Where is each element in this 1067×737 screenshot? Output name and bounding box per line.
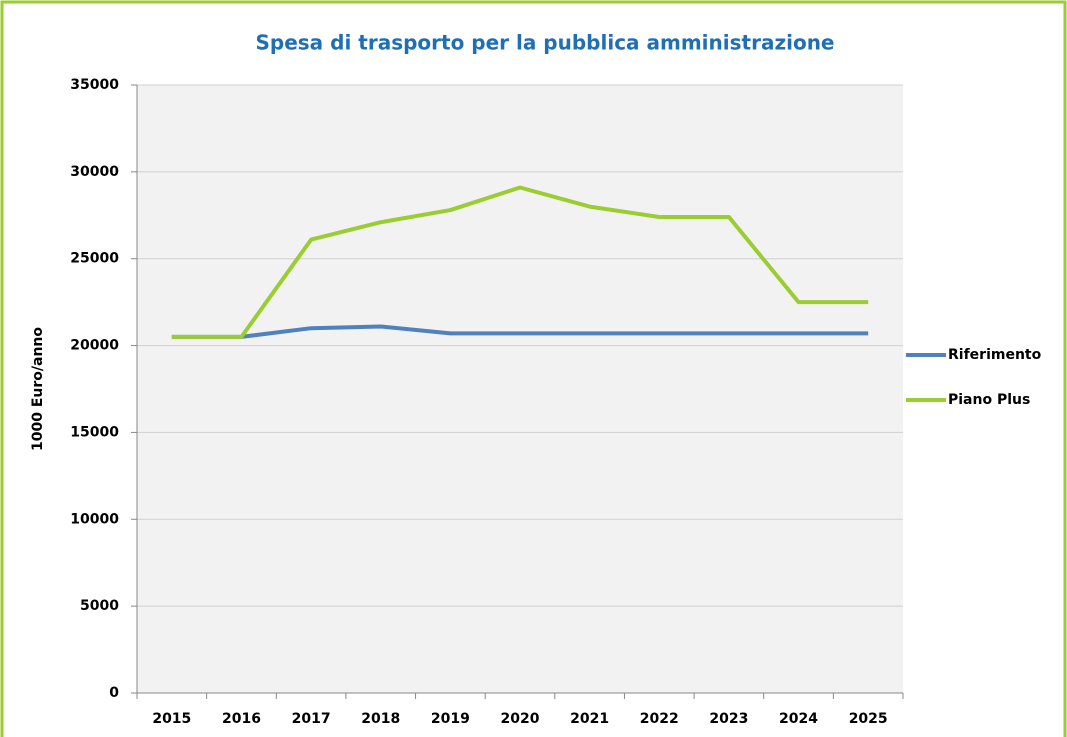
y-tick-label: 5000: [80, 598, 119, 614]
x-tick-label: 2020: [501, 711, 540, 727]
y-axis-label: 1000 Euro/anno: [30, 327, 46, 451]
legend-label: Riferimento: [948, 347, 1042, 363]
y-tick-label: 10000: [70, 511, 119, 527]
x-tick-label: 2019: [431, 711, 470, 727]
y-tick-label: 25000: [70, 251, 119, 267]
y-tick-label: 20000: [70, 338, 119, 354]
series-line: [171, 185, 869, 339]
x-tick-label: 2017: [292, 711, 331, 727]
legend-label: Piano Plus: [948, 392, 1030, 408]
x-tick-label: 2024: [779, 711, 818, 727]
plot-area: [137, 85, 903, 693]
y-tick-label: 15000: [70, 424, 119, 440]
x-tick-label: 2023: [709, 711, 748, 727]
x-tick-label: 2016: [222, 711, 261, 727]
x-tick-label: 2021: [570, 711, 609, 727]
chart-title: Spesa di trasporto per la pubblica ammin…: [255, 31, 834, 55]
y-tick-label: 30000: [70, 164, 119, 180]
x-tick-label: 2022: [640, 711, 679, 727]
x-tick-label: 2015: [152, 711, 191, 727]
y-tick-label: 0: [109, 685, 119, 701]
x-tick-label: 2018: [361, 711, 400, 727]
x-tick-label: 2025: [849, 711, 888, 727]
series-line: [171, 324, 869, 339]
y-tick-label: 35000: [70, 77, 119, 93]
